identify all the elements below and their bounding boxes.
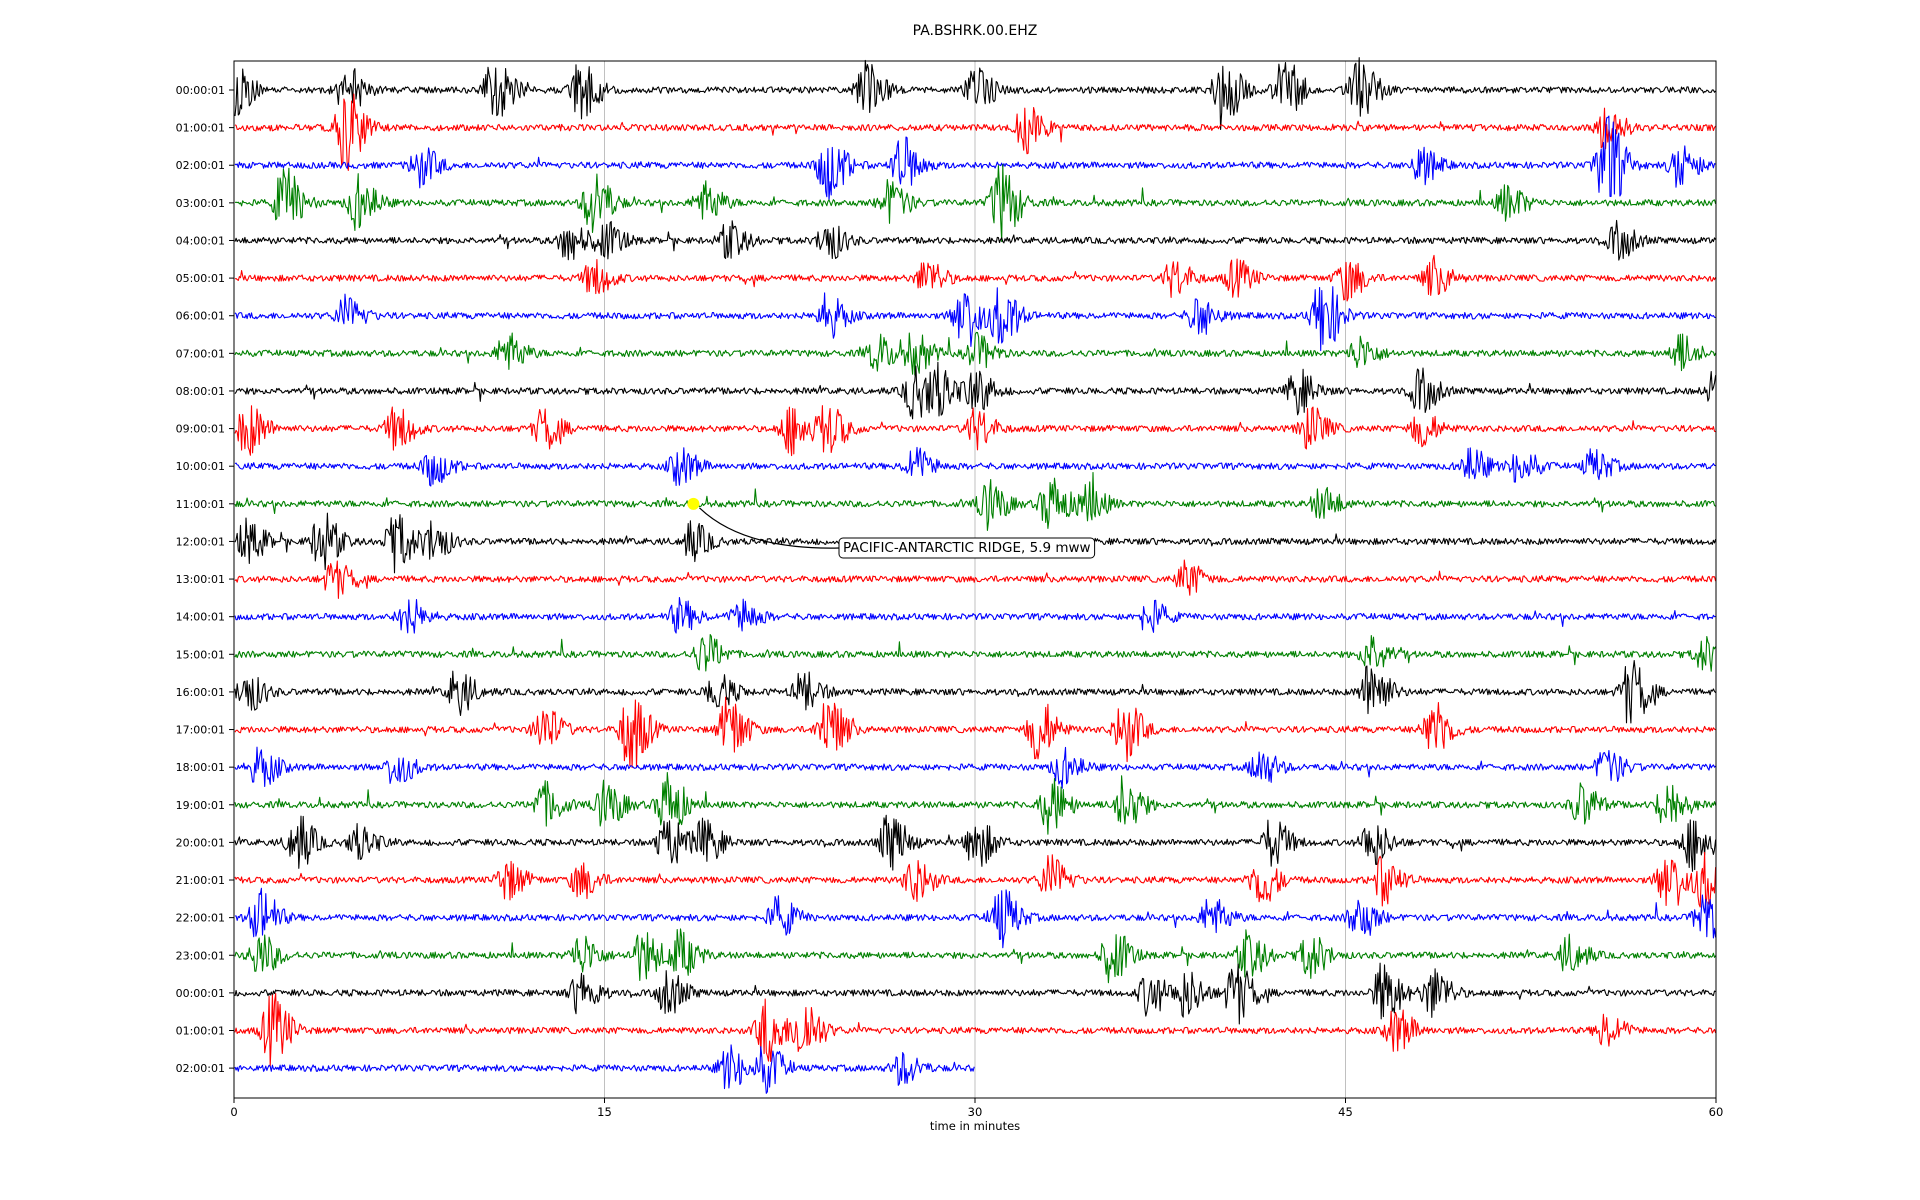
seismogram-trace xyxy=(234,331,1717,376)
row-time-label: 20:00:01 xyxy=(176,836,225,849)
seismogram-trace xyxy=(234,446,1716,487)
annotation-connector xyxy=(699,507,840,549)
seismogram-trace xyxy=(234,93,1717,171)
event-marker xyxy=(687,497,700,510)
row-time-label: 18:00:01 xyxy=(176,761,225,774)
seismogram-trace xyxy=(234,361,1717,420)
seismogram-trace xyxy=(234,634,1717,672)
seismogram-trace xyxy=(234,115,1716,202)
seismogram-trace xyxy=(234,851,1717,908)
seismogram-trace xyxy=(234,772,1717,835)
row-time-label: 21:00:01 xyxy=(176,874,225,887)
row-time-label: 23:00:01 xyxy=(176,949,225,962)
row-time-label: 02:00:01 xyxy=(176,159,225,172)
traces-layer xyxy=(234,57,1717,1094)
x-axis-label: time in minutes xyxy=(930,1119,1020,1133)
row-time-label: 07:00:01 xyxy=(176,347,225,360)
seismogram-trace xyxy=(234,254,1717,302)
row-time-label: 12:00:01 xyxy=(176,535,225,548)
row-time-label: 19:00:01 xyxy=(176,799,225,812)
row-time-label: 05:00:01 xyxy=(176,272,225,285)
seismogram-trace xyxy=(234,887,1717,949)
x-tick-label: 45 xyxy=(1338,1105,1353,1119)
seismogram-trace xyxy=(234,471,1716,531)
row-time-label: 22:00:01 xyxy=(176,912,225,925)
row-time-label: 02:00:01 xyxy=(176,1062,225,1075)
row-time-label: 15:00:01 xyxy=(176,648,225,661)
x-tick-label: 30 xyxy=(968,1105,983,1119)
event-annotation: PACIFIC-ANTARCTIC RIDGE, 5.9 mww xyxy=(687,497,1096,559)
chart-title: PA.BSHRK.00.EHZ xyxy=(913,23,1038,39)
row-time-label: 04:00:01 xyxy=(176,234,225,247)
x-axis-ticks: 0 15 30 45 60 xyxy=(230,1098,1723,1119)
row-time-label: 11:00:01 xyxy=(176,498,225,511)
seismogram-trace xyxy=(234,57,1717,131)
row-time-label: 01:00:01 xyxy=(176,1025,225,1038)
row-time-label: 06:00:01 xyxy=(176,310,225,323)
row-time-label: 08:00:01 xyxy=(176,385,225,398)
seismogram-trace xyxy=(234,660,1717,724)
row-time-label: 03:00:01 xyxy=(176,197,225,210)
seismogram-trace xyxy=(234,696,1716,769)
seismogram-trace xyxy=(234,1044,975,1094)
row-time-label: 13:00:01 xyxy=(176,573,225,586)
seismogram-trace xyxy=(234,928,1717,984)
row-time-label: 01:00:01 xyxy=(176,122,225,135)
row-time-label: 10:00:01 xyxy=(176,460,225,473)
annotation-label: PACIFIC-ANTARCTIC RIDGE, 5.9 mww xyxy=(843,540,1091,556)
row-time-label: 17:00:01 xyxy=(176,724,225,737)
row-time-label: 14:00:01 xyxy=(176,611,225,624)
seismogram-trace xyxy=(234,746,1716,789)
x-tick-label: 60 xyxy=(1709,1105,1724,1119)
seismogram-trace xyxy=(234,962,1716,1025)
row-time-label: 09:00:01 xyxy=(176,423,225,436)
seismogram-trace xyxy=(234,405,1716,457)
seismogram-trace xyxy=(234,163,1717,243)
x-tick-label: 0 xyxy=(230,1105,237,1119)
seismogram-trace xyxy=(234,559,1717,599)
seismogram-trace xyxy=(234,814,1717,872)
row-time-label: 00:00:01 xyxy=(176,987,225,1000)
seismogram-trace xyxy=(234,596,1716,634)
row-time-labels: 00:00:01 01:00:01 02:00:01 03:00:01 04:00:01… xyxy=(176,84,234,1075)
seismogram-trace xyxy=(234,286,1716,352)
seismogram-trace xyxy=(234,992,1717,1068)
x-tick-label: 15 xyxy=(597,1105,612,1119)
row-time-label: 00:00:01 xyxy=(176,84,225,97)
annotation-box xyxy=(838,537,1096,559)
row-time-label: 16:00:01 xyxy=(176,686,225,699)
seismogram-trace xyxy=(234,219,1717,261)
